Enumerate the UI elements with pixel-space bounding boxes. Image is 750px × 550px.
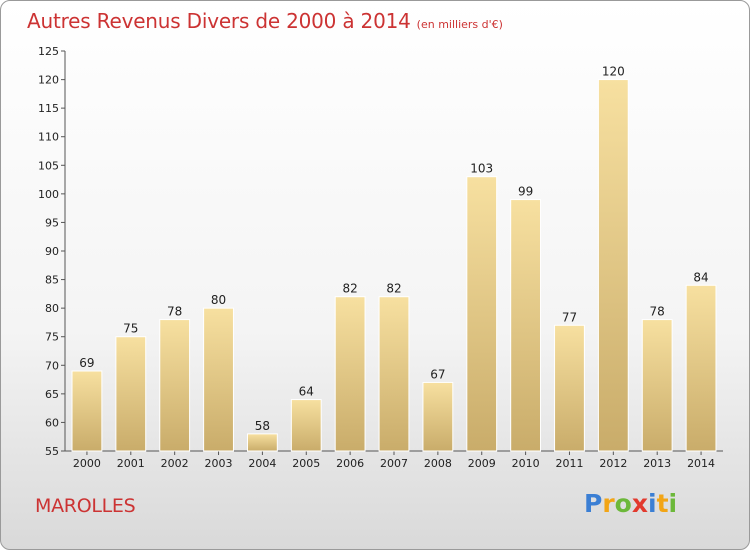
y-tick-label: 70	[45, 359, 59, 372]
bar	[203, 307, 234, 452]
y-tick-label: 80	[45, 302, 59, 315]
y-tick-label: 110	[38, 131, 59, 144]
bar-value-label: 69	[79, 356, 94, 370]
proxiti-logo[interactable]: Proxiti	[584, 489, 677, 518]
y-tick-label: 115	[38, 102, 59, 115]
bar	[510, 199, 542, 452]
bar	[115, 336, 147, 452]
x-tick-label: 2008	[424, 457, 452, 470]
bars-layer	[71, 79, 717, 452]
bar	[597, 79, 629, 452]
x-tick-label: 2012	[599, 457, 627, 470]
y-tick-label: 95	[45, 216, 59, 229]
logo-letter: i	[668, 489, 678, 518]
labels-layer: 69 75 78 80 58 64 82 82 67 103 99 77 120 78 84	[79, 65, 708, 433]
bar	[246, 433, 278, 452]
bar-value-label: 120	[602, 65, 625, 79]
bar-value-label: 67	[430, 367, 445, 381]
bar-value-label: 75	[123, 322, 138, 336]
chart-title: Autres Revenus Divers de 2000 à 2014	[27, 9, 411, 33]
bar-value-label: 103	[470, 162, 493, 176]
bar	[641, 319, 673, 452]
x-tick-label: 2004	[248, 457, 276, 470]
bar	[159, 319, 191, 452]
bar-value-label: 80	[211, 293, 226, 307]
bar	[685, 284, 717, 452]
x-tick-label: 2011	[555, 457, 583, 470]
bar-value-label: 84	[693, 270, 708, 284]
x-tick-label: 2003	[205, 457, 233, 470]
y-tick-label: 75	[45, 331, 59, 344]
bar	[290, 399, 322, 452]
bar	[466, 176, 498, 452]
y-tick-label: 125	[38, 45, 59, 58]
logo-letter: P	[584, 489, 603, 518]
x-tick-label: 2007	[380, 457, 408, 470]
bar-value-label: 58	[255, 419, 270, 433]
bar-value-label: 77	[562, 310, 577, 324]
y-tick-label: 90	[45, 245, 59, 258]
x-tick-label: 2010	[512, 457, 540, 470]
x-tick-label: 2005	[292, 457, 320, 470]
x-tick-label: 2009	[468, 457, 496, 470]
bar	[554, 324, 585, 452]
bar-value-label: 82	[342, 282, 357, 296]
y-tick-label: 55	[45, 445, 59, 458]
bar	[334, 296, 366, 452]
logo-letter: r	[602, 489, 615, 518]
bar-value-label: 78	[650, 305, 665, 319]
y-tick-label: 60	[45, 416, 59, 429]
bar-value-label: 99	[518, 185, 533, 199]
x-tick-label: 2002	[161, 457, 189, 470]
x-tick-label: 2013	[643, 457, 671, 470]
bar	[422, 381, 454, 452]
x-tick-label: 2006	[336, 457, 364, 470]
bar-value-label: 82	[386, 282, 401, 296]
x-tick-label: 2001	[117, 457, 145, 470]
town-name: MAROLLES	[35, 495, 136, 517]
logo-letter: x	[631, 489, 648, 518]
x-tick-label: 2000	[73, 457, 101, 470]
bar-value-label: 78	[167, 305, 182, 319]
y-tick-label: 105	[38, 159, 59, 172]
logo-letter: t	[656, 489, 669, 518]
bar	[71, 370, 103, 452]
logo-letter: i	[648, 489, 657, 518]
bar	[378, 296, 410, 452]
logo-letter: o	[614, 489, 632, 518]
chart-title-block: Autres Revenus Divers de 2000 à 2014 (en …	[27, 9, 503, 33]
axis-layer: 55 60 65 70 75 80 85 90 95 100 105 110 115 120 125 2000…	[38, 45, 723, 470]
bar-value-label: 64	[299, 385, 314, 399]
y-tick-label: 65	[45, 388, 59, 401]
chart-subtitle: (en milliers d'€)	[416, 18, 503, 31]
x-tick-label: 2014	[687, 457, 715, 470]
y-tick-label: 85	[45, 274, 59, 287]
y-tick-label: 100	[38, 188, 59, 201]
y-tick-label: 120	[38, 74, 59, 87]
